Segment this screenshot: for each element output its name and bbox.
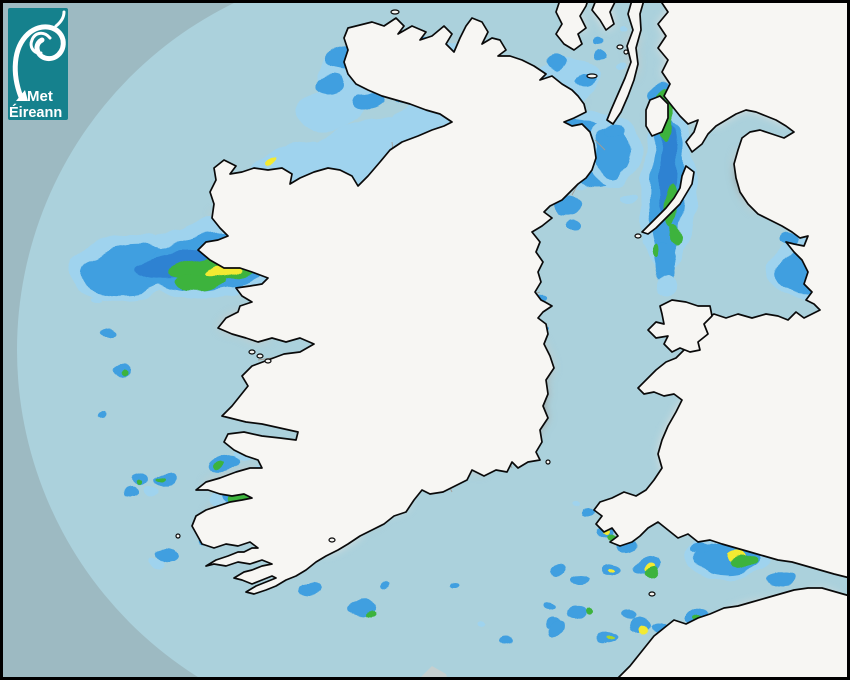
islet	[634, 233, 642, 239]
radar-cell	[608, 635, 616, 639]
radar-cell	[616, 61, 628, 69]
radar-cell	[617, 27, 627, 33]
islets-layer	[175, 9, 656, 597]
radar-cell	[543, 53, 567, 71]
radar-cell	[610, 570, 618, 574]
radar-cell	[652, 243, 660, 257]
radar-cell	[475, 622, 485, 628]
radar-cell	[89, 297, 99, 303]
radar-cell	[640, 626, 650, 634]
radar-cell	[352, 90, 384, 110]
radar-cell	[134, 479, 142, 485]
radar-cell	[567, 219, 583, 231]
radar-cell	[608, 125, 624, 139]
islet	[648, 591, 656, 597]
radar-cell	[657, 274, 675, 298]
met-eireann-logo: Met Éireann	[8, 8, 68, 121]
radar-cell	[594, 128, 630, 176]
islet	[264, 358, 272, 364]
radar-cell	[499, 636, 511, 644]
radar-cell	[584, 508, 596, 516]
radar-cell	[592, 50, 608, 60]
radar-cell	[380, 582, 390, 588]
radar-cell	[572, 502, 582, 508]
radar-cell	[158, 474, 168, 480]
radar-cell	[621, 195, 635, 205]
radar-cell	[572, 572, 588, 582]
islet	[616, 44, 624, 50]
logo-text-met: Met	[27, 88, 53, 105]
radar-cell	[174, 272, 226, 292]
islet	[256, 353, 264, 359]
radar-cell	[316, 76, 344, 94]
radar-cell	[557, 195, 583, 215]
radar-cell	[584, 607, 592, 613]
radar-cell	[770, 571, 796, 585]
radar-cell	[295, 89, 365, 131]
radar-cell	[148, 556, 162, 566]
radar-cell	[120, 372, 128, 378]
islet	[328, 537, 336, 543]
radar-cell	[143, 486, 157, 496]
radar-cell	[690, 544, 710, 556]
radar-cell	[781, 234, 799, 246]
radar-cell	[303, 584, 321, 596]
radar-cell	[671, 226, 681, 246]
radar-cell	[565, 605, 585, 619]
islet	[390, 9, 400, 15]
islet	[623, 49, 629, 55]
radar-cell	[643, 568, 659, 580]
logo-text-eireann: Éireann	[9, 104, 62, 121]
islet	[586, 73, 598, 79]
radar-cell	[365, 609, 375, 615]
radar-cell	[101, 327, 115, 337]
radar-cell	[451, 584, 459, 590]
radar-cell	[731, 555, 757, 569]
islet	[545, 459, 551, 465]
radar-cell	[264, 158, 276, 166]
radar-cell	[622, 609, 638, 619]
radar-cell	[122, 487, 136, 497]
radar-cell	[157, 546, 179, 560]
radar-cell	[544, 601, 556, 609]
met-eireann-spiral-icon	[12, 10, 66, 101]
radar-cell	[551, 565, 565, 575]
radar-cell	[213, 463, 225, 471]
islet	[248, 349, 256, 355]
radar-artifact	[418, 666, 448, 680]
radar-cell	[98, 410, 108, 418]
radar-cell	[550, 621, 564, 639]
radar-cell	[594, 36, 606, 44]
radar-cell	[156, 469, 180, 487]
islet	[175, 533, 181, 539]
